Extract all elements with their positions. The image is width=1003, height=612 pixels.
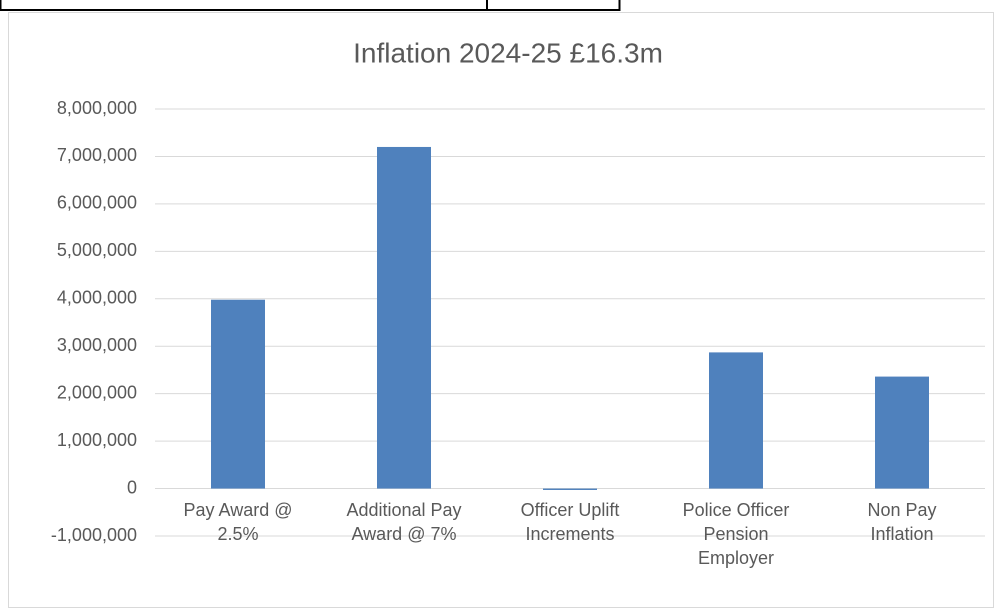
- y-tick-label: 7,000,000: [57, 145, 137, 165]
- x-tick-label: Pay Award @ 2.5%: [183, 499, 293, 544]
- y-tick-label: 5,000,000: [57, 240, 137, 260]
- bar: [543, 488, 597, 490]
- y-tick-label: 6,000,000: [57, 193, 137, 213]
- bar: [875, 376, 929, 489]
- x-tick-label: Officer Uplift Increments: [520, 499, 620, 544]
- y-tick-label: 1,000,000: [57, 430, 137, 450]
- y-tick-label: 0: [127, 477, 137, 497]
- x-tick-label: Additional Pay Award @ 7%: [346, 499, 462, 544]
- top-frame: [0, 0, 621, 11]
- bar: [211, 299, 265, 489]
- x-tick-label: Non Pay Inflation: [867, 499, 937, 544]
- chart-border: [8, 12, 994, 608]
- y-tick-label: 2,000,000: [57, 382, 137, 402]
- chart-title: Inflation 2024-25 £16.3m: [353, 37, 663, 68]
- y-tick-label: 3,000,000: [57, 335, 137, 355]
- y-tick-label: 8,000,000: [57, 98, 137, 118]
- bar: [377, 146, 431, 489]
- y-tick-label: 4,000,000: [57, 288, 137, 308]
- x-tick-label: Police Officer Pension Employer: [682, 499, 790, 568]
- y-tick-label: -1,000,000: [51, 525, 137, 545]
- bar: [709, 352, 763, 489]
